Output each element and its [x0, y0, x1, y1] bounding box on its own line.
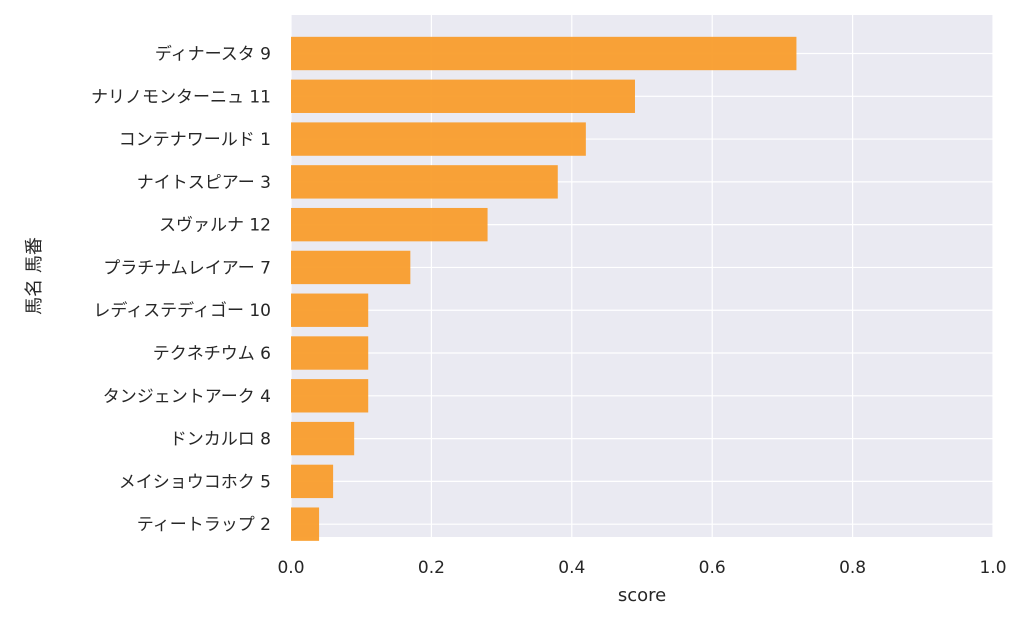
y-tick-label: ナリノモンターニュ 11	[91, 87, 271, 107]
y-tick-label: メイショウコホク 5	[119, 472, 271, 492]
x-tick-label: 0.6	[699, 558, 726, 578]
y-axis-title: 馬名 馬番	[24, 237, 45, 315]
y-tick-label: ドンカルロ 8	[170, 430, 271, 450]
bar	[291, 250, 411, 285]
x-tick-label: 0.2	[418, 558, 445, 578]
bar	[291, 79, 635, 113]
x-tick-label: 0.0	[277, 558, 304, 578]
bar	[291, 207, 488, 242]
y-tick-label: スヴァルナ 12	[159, 216, 271, 236]
bar	[291, 36, 797, 71]
bar	[291, 379, 369, 413]
bar	[291, 336, 369, 370]
x-axis-title: score	[618, 585, 666, 606]
y-tick-label: コンテナワールド 1	[119, 130, 271, 150]
y-tick-label: ディナースタ 9	[155, 44, 271, 65]
bar	[291, 507, 320, 541]
y-tick-label: プラチナムレイアー 7	[103, 258, 271, 278]
bar	[291, 165, 558, 199]
bars	[291, 36, 797, 541]
y-tick-label: タンジェントアーク 4	[103, 387, 271, 407]
y-tick-label: ナイトスピアー 3	[137, 173, 271, 193]
x-tick-labels: 0.0 0.2 0.4 0.6 0.8 1.0	[277, 558, 1006, 578]
x-tick-label: 0.8	[839, 558, 866, 578]
bar	[291, 293, 369, 327]
x-tick-label: 0.4	[558, 558, 585, 578]
bar	[291, 122, 586, 156]
y-tick-label: テクネチウム 6	[153, 344, 271, 364]
y-tick-label: レディステディゴー 10	[93, 300, 271, 321]
y-tick-labels: ディナースタ 9 ナリノモンターニュ 11 コンテナワールド 1 ナイトスピアー 3 ス…	[91, 44, 271, 536]
x-tick-label: 1.0	[979, 558, 1006, 578]
bar	[291, 421, 355, 456]
y-tick-label: ティートラップ 2	[137, 515, 271, 535]
bar	[291, 464, 334, 499]
